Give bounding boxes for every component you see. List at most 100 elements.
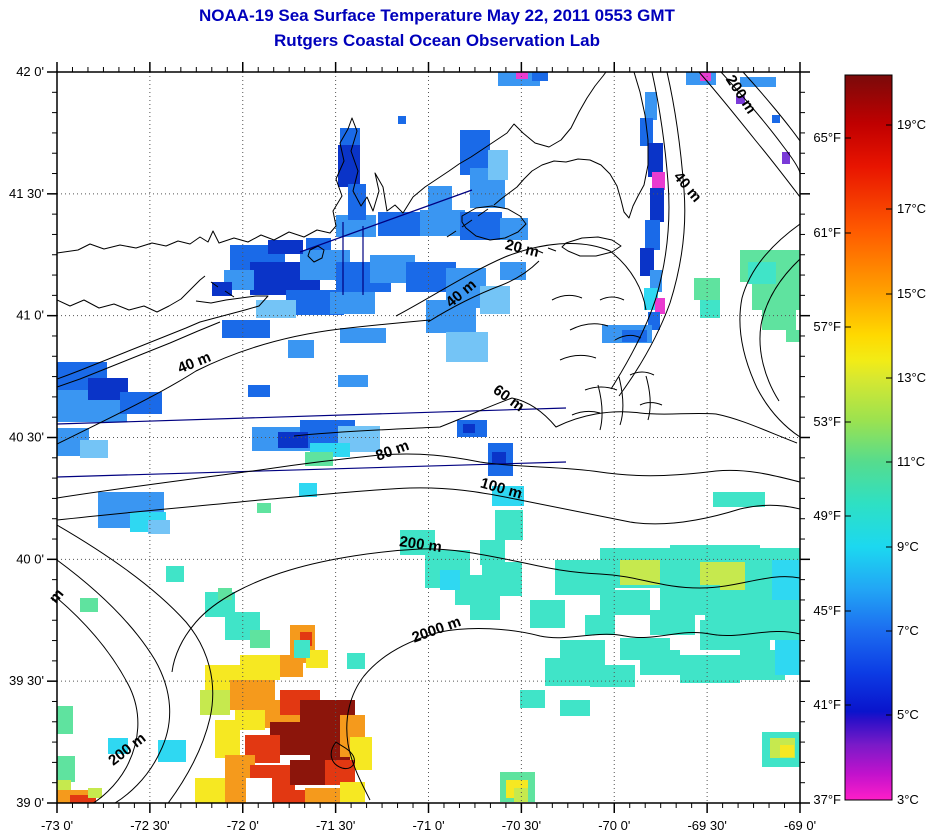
lon-tick-label: -71 0': [412, 818, 444, 833]
colorbar: [844, 74, 893, 801]
transect-line: [57, 461, 567, 478]
sst-patch: [70, 795, 96, 803]
sst-patch: [780, 745, 794, 757]
sst-patch: [299, 483, 317, 497]
sst-patch: [148, 520, 170, 534]
sst-patch: [645, 220, 660, 250]
sst-patch: [762, 308, 796, 330]
celsius-label: 11°C: [897, 454, 925, 469]
lat-tick-label: 40 30': [9, 430, 44, 445]
sst-patch: [325, 760, 355, 785]
bathymetry-contour: [610, 72, 670, 390]
sst-patch: [338, 145, 360, 187]
transect-line: [299, 189, 473, 253]
lon-tick-label: -73 0': [41, 818, 73, 833]
sst-patch: [655, 298, 665, 314]
sst-patch: [640, 650, 680, 675]
sst-patch: [294, 640, 310, 658]
sst-patch: [218, 588, 232, 600]
sst-patch: [680, 655, 740, 683]
sst-patch: [560, 700, 590, 716]
sst-patch: [775, 640, 800, 675]
sst-patch: [200, 690, 230, 715]
fahrenheit-label: 41°F: [813, 697, 841, 712]
sst-patch: [340, 128, 360, 148]
figure-subtitle: Rutgers Coastal Ocean Observation Lab: [274, 31, 600, 50]
celsius-label: 5°C: [897, 707, 919, 722]
bathymetry-contour: [57, 453, 800, 499]
sst-patch: [398, 116, 406, 124]
coastline-path: [210, 281, 235, 298]
fahrenheit-label: 37°F: [813, 792, 841, 807]
contours: [57, 72, 800, 803]
sst-patch: [652, 172, 665, 190]
bathymetry-contour: [698, 72, 800, 198]
coastline-path: [446, 208, 489, 238]
sst-patch: [532, 72, 548, 81]
sst-patch: [492, 452, 506, 464]
sst-patch: [348, 184, 366, 220]
bathymetry-contour: [395, 243, 647, 317]
lon-tick-label: -69 0': [784, 818, 816, 833]
bathymetry-contour: [57, 487, 800, 525]
bathymetry-contour: [618, 72, 686, 397]
bathymetry-contour: [171, 548, 800, 673]
celsius-label: 7°C: [897, 623, 919, 638]
lat-tick-label: 41 30': [9, 186, 44, 201]
sst-patch: [195, 778, 225, 803]
sst-patch: [88, 788, 102, 798]
lon-tick-label: -72 0': [227, 818, 259, 833]
sst-patch: [246, 778, 272, 803]
sst-patch: [240, 655, 280, 680]
sst-patch: [782, 152, 790, 164]
sst-patch: [57, 706, 73, 734]
celsius-label: 3°C: [897, 792, 919, 807]
bathymetry-contour: [346, 628, 800, 801]
sst-patch: [700, 72, 711, 81]
fahrenheit-label: 49°F: [813, 508, 841, 523]
lon-tick-label: -70 0': [598, 818, 630, 833]
sst-patch: [752, 280, 800, 310]
sst-patch: [600, 590, 650, 615]
sst-patch: [80, 440, 108, 458]
bathymetry-contour: [739, 223, 800, 438]
sst-patch: [330, 292, 375, 314]
sst-patch: [463, 424, 475, 433]
fahrenheit-label: 53°F: [813, 414, 841, 429]
sst-patch: [650, 188, 664, 222]
sst-patch: [500, 218, 528, 240]
sst-patch: [772, 115, 780, 123]
sst-patch: [265, 790, 315, 803]
sst-patch: [700, 300, 720, 318]
sst-patch: [338, 375, 368, 387]
lat-tick-label: 42 0': [16, 64, 44, 79]
bathymetry-contour: [759, 258, 800, 402]
sst-patch: [222, 320, 270, 338]
lat-tick-label: 41 0': [16, 308, 44, 323]
sst-patch: [336, 215, 376, 237]
figure-title: NOAA-19 Sea Surface Temperature May 22, …: [199, 6, 675, 25]
sst-patch: [640, 248, 654, 276]
sst-patch: [340, 328, 386, 343]
sst-patch: [585, 615, 615, 635]
sst-patch: [740, 77, 776, 87]
celsius-label: 9°C: [897, 539, 919, 554]
sst-patch: [166, 566, 184, 582]
bathymetry-contour: [293, 397, 798, 444]
fahrenheit-label: 61°F: [813, 225, 841, 240]
sst-patch: [530, 600, 565, 628]
bathymetry-contour: [720, 72, 800, 174]
sst-patch: [288, 340, 314, 358]
sst-patch: [480, 540, 505, 565]
coastline-path: [57, 321, 221, 388]
fahrenheit-label: 57°F: [813, 319, 841, 334]
sst-patch: [120, 392, 162, 414]
lon-tick-label: -70 30': [502, 818, 541, 833]
sst-patch: [718, 568, 740, 584]
lat-tick-label: 39 30': [9, 673, 44, 688]
sst-patch: [305, 452, 333, 466]
sst-patch: [80, 598, 98, 612]
lat-tick-label: 40 0': [16, 551, 44, 566]
celsius-label: 13°C: [897, 370, 926, 385]
sst-patch: [500, 262, 526, 280]
